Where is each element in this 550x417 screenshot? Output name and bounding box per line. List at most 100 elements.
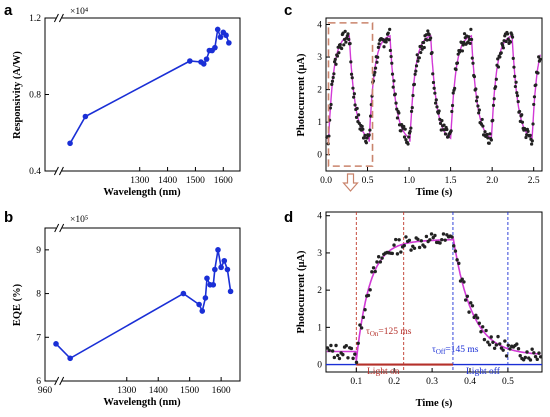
c-data-point — [455, 61, 460, 65]
c-data-point — [515, 91, 519, 95]
c-data-point — [403, 127, 407, 131]
d-data-point — [359, 326, 364, 330]
d-data-point — [503, 339, 507, 343]
b-x-tick-label: 1300 — [117, 386, 136, 396]
a-data-point — [82, 113, 89, 120]
c-data-point — [412, 82, 416, 86]
c-data-point — [373, 66, 378, 70]
d-data-point — [417, 245, 422, 250]
a-break-slash — [58, 166, 64, 176]
a-data-point — [212, 44, 218, 51]
d-data-point — [450, 235, 454, 239]
c-data-point — [480, 117, 484, 122]
c-data-point — [409, 109, 414, 113]
c-data-point — [337, 51, 341, 55]
d-data-point — [351, 356, 355, 361]
c-data-point — [462, 32, 467, 36]
c-data-point — [330, 82, 334, 86]
d-data-point — [515, 342, 519, 346]
d-data-point — [368, 288, 372, 292]
d-data-point — [356, 341, 360, 345]
c-data-point — [335, 54, 340, 58]
tau-off-annotation: τOff=145 ms — [432, 345, 479, 356]
a-data-point — [187, 58, 193, 64]
b-x-tick-label: 1400 — [149, 386, 168, 396]
c-data-point — [461, 43, 465, 47]
plot-area-c — [325, 17, 543, 172]
b-x-tick-label: 1500 — [180, 386, 199, 396]
c-data-point — [474, 87, 478, 91]
c-data-point — [451, 91, 455, 95]
c-x-tick-label: 2.0 — [486, 176, 498, 186]
d-data-point — [474, 313, 478, 317]
a-break-slash — [58, 13, 64, 23]
c-data-point — [364, 141, 368, 145]
c-data-point — [410, 106, 414, 110]
d-y-tick-label: 1 — [317, 323, 322, 333]
c-data-point — [406, 142, 410, 146]
c-data-point — [435, 105, 439, 109]
c-data-point — [468, 41, 472, 46]
chart-panel-c: 0.0 0.5 1.0 1.5 2.0 2.5 0 1 2 3 4 Time (s) Photocu… — [296, 17, 543, 198]
a-y-tick-label: 0.8 — [29, 91, 41, 101]
c-data-point — [384, 40, 388, 44]
d-data-point — [402, 243, 406, 248]
c-data-point — [417, 56, 421, 60]
ticks-d: 0.1 0.2 0.3 0.4 0.5 0 1 2 3 4 — [317, 212, 514, 387]
zoom-arrow — [342, 173, 359, 192]
zoom-arrow-shape — [342, 173, 359, 192]
b-data-point — [204, 275, 210, 282]
c-x-tick-label: 0.5 — [362, 176, 374, 186]
zoom-box — [327, 22, 374, 167]
c-data-point — [395, 107, 399, 111]
c-data-point — [397, 111, 401, 115]
c-data-point — [333, 57, 337, 61]
d-data-point — [457, 261, 461, 266]
c-data-point — [462, 40, 466, 44]
d-data-point — [528, 358, 533, 362]
d-data-point — [332, 355, 337, 360]
d-data-point — [346, 356, 350, 360]
c-data-point — [538, 57, 542, 61]
c-data-point — [513, 74, 517, 79]
c-data-point — [422, 45, 426, 50]
chart-panel-a: ×10⁴ 1300 1400 1500 1600 0.4 0.8 1.2 Wavelengt… — [12, 7, 241, 198]
d-data-point — [330, 349, 335, 353]
c-data-point — [425, 38, 429, 42]
c-data-point — [476, 104, 480, 108]
c-x-tick-label: 0.0 — [320, 176, 332, 186]
d-x-tick-label: 0.4 — [464, 377, 476, 387]
d-data-point — [394, 237, 398, 242]
c-data-point — [354, 115, 359, 119]
d-data-point — [504, 354, 509, 358]
d-data-point — [453, 249, 458, 253]
a-break-gap — [55, 168, 62, 174]
c-data-point — [467, 35, 471, 39]
d-data-point — [375, 260, 379, 264]
c-data-point — [516, 100, 520, 104]
c-data-point — [499, 51, 503, 55]
c-data-point — [520, 113, 524, 117]
d-data-point — [404, 235, 408, 239]
d-y-tick-label: 2 — [317, 286, 322, 296]
b-break-slash — [54, 376, 60, 386]
chart-panel-b: ×10⁵ 960 1300 1400 1500 1600 6 7 8 9 Wavelength … — [12, 215, 241, 408]
b-data-point — [218, 264, 224, 271]
x-axis-label-c: Time (s) — [416, 187, 453, 198]
c-data-point — [470, 56, 474, 60]
chart-panel-d: 0.1 0.2 0.3 0.4 0.5 0 1 2 3 4 τOn=125 ms τOff=145… — [296, 211, 543, 409]
c-data-point — [488, 132, 492, 136]
c-data-point — [341, 31, 345, 35]
b-y-tick-label: 7 — [36, 333, 41, 343]
light-off-label: Light off — [466, 366, 501, 377]
c-data-point — [442, 123, 446, 127]
d-data-point — [516, 347, 521, 351]
c-data-point — [534, 83, 538, 87]
c-data-point — [350, 76, 354, 80]
c-x-tick-label: 2.5 — [528, 176, 540, 186]
d-data-point — [399, 250, 403, 254]
c-data-point — [531, 122, 535, 126]
b-y-tick-label: 9 — [36, 246, 41, 256]
c-x-tick-label: 1.0 — [403, 176, 415, 186]
